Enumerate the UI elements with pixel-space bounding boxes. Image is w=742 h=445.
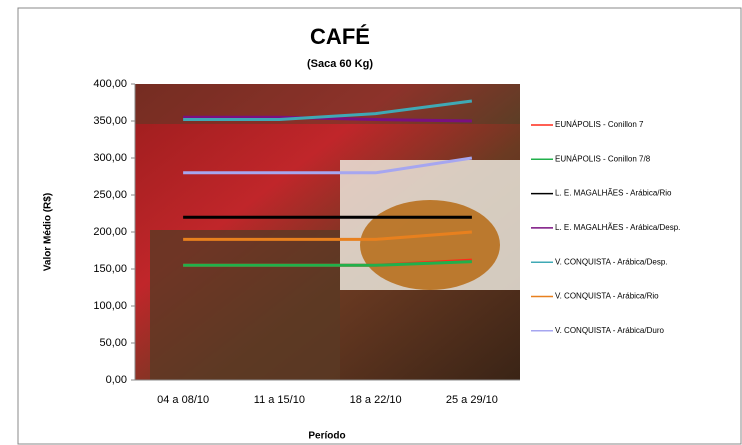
x-axis-title: Período — [308, 431, 345, 442]
chart-subtitle: (Saca 60 Kg) — [307, 58, 373, 70]
legend-label: L. E. MAGALHÃES - Arábica/Desp. — [555, 223, 680, 232]
y-tick-label: 300,00 — [93, 152, 127, 164]
y-tick-label: 350,00 — [93, 115, 127, 127]
y-tick-label: 100,00 — [93, 300, 127, 312]
chart-title: CAFÉ — [310, 24, 370, 49]
y-tick-label: 150,00 — [93, 263, 127, 275]
y-axis-title: Valor Médio (R$) — [43, 193, 54, 271]
y-tick-label: 0,00 — [106, 374, 127, 386]
data-line — [183, 115, 472, 123]
y-tick-label: 200,00 — [93, 226, 127, 238]
x-tick-label: 04 a 08/10 — [157, 394, 209, 406]
data-line — [183, 99, 473, 122]
data-line — [183, 230, 472, 241]
y-tick-label: 250,00 — [93, 189, 127, 201]
y-tick-label: 400,00 — [93, 78, 127, 90]
legend-label: V. CONQUISTA - Arábica/Rio — [555, 292, 659, 301]
data-line — [183, 156, 473, 175]
legend-label: V. CONQUISTA - Arábica/Duro — [555, 326, 664, 335]
x-tick-label: 11 a 15/10 — [254, 394, 305, 406]
legend-label: EUNÁPOLIS - Conillon 7 — [555, 120, 644, 129]
x-tick-label: 25 a 29/10 — [446, 394, 498, 406]
legend-label: L. E. MAGALHÃES - Arábica/Rio — [555, 189, 672, 198]
legend-label: V. CONQUISTA - Arábica/Desp. — [555, 257, 667, 266]
legend-label: EUNÁPOLIS - Conillon 7/8 — [555, 154, 651, 163]
data-line — [183, 260, 472, 267]
x-tick-label: 18 a 22/10 — [350, 394, 402, 406]
y-tick-label: 50,00 — [99, 337, 127, 349]
